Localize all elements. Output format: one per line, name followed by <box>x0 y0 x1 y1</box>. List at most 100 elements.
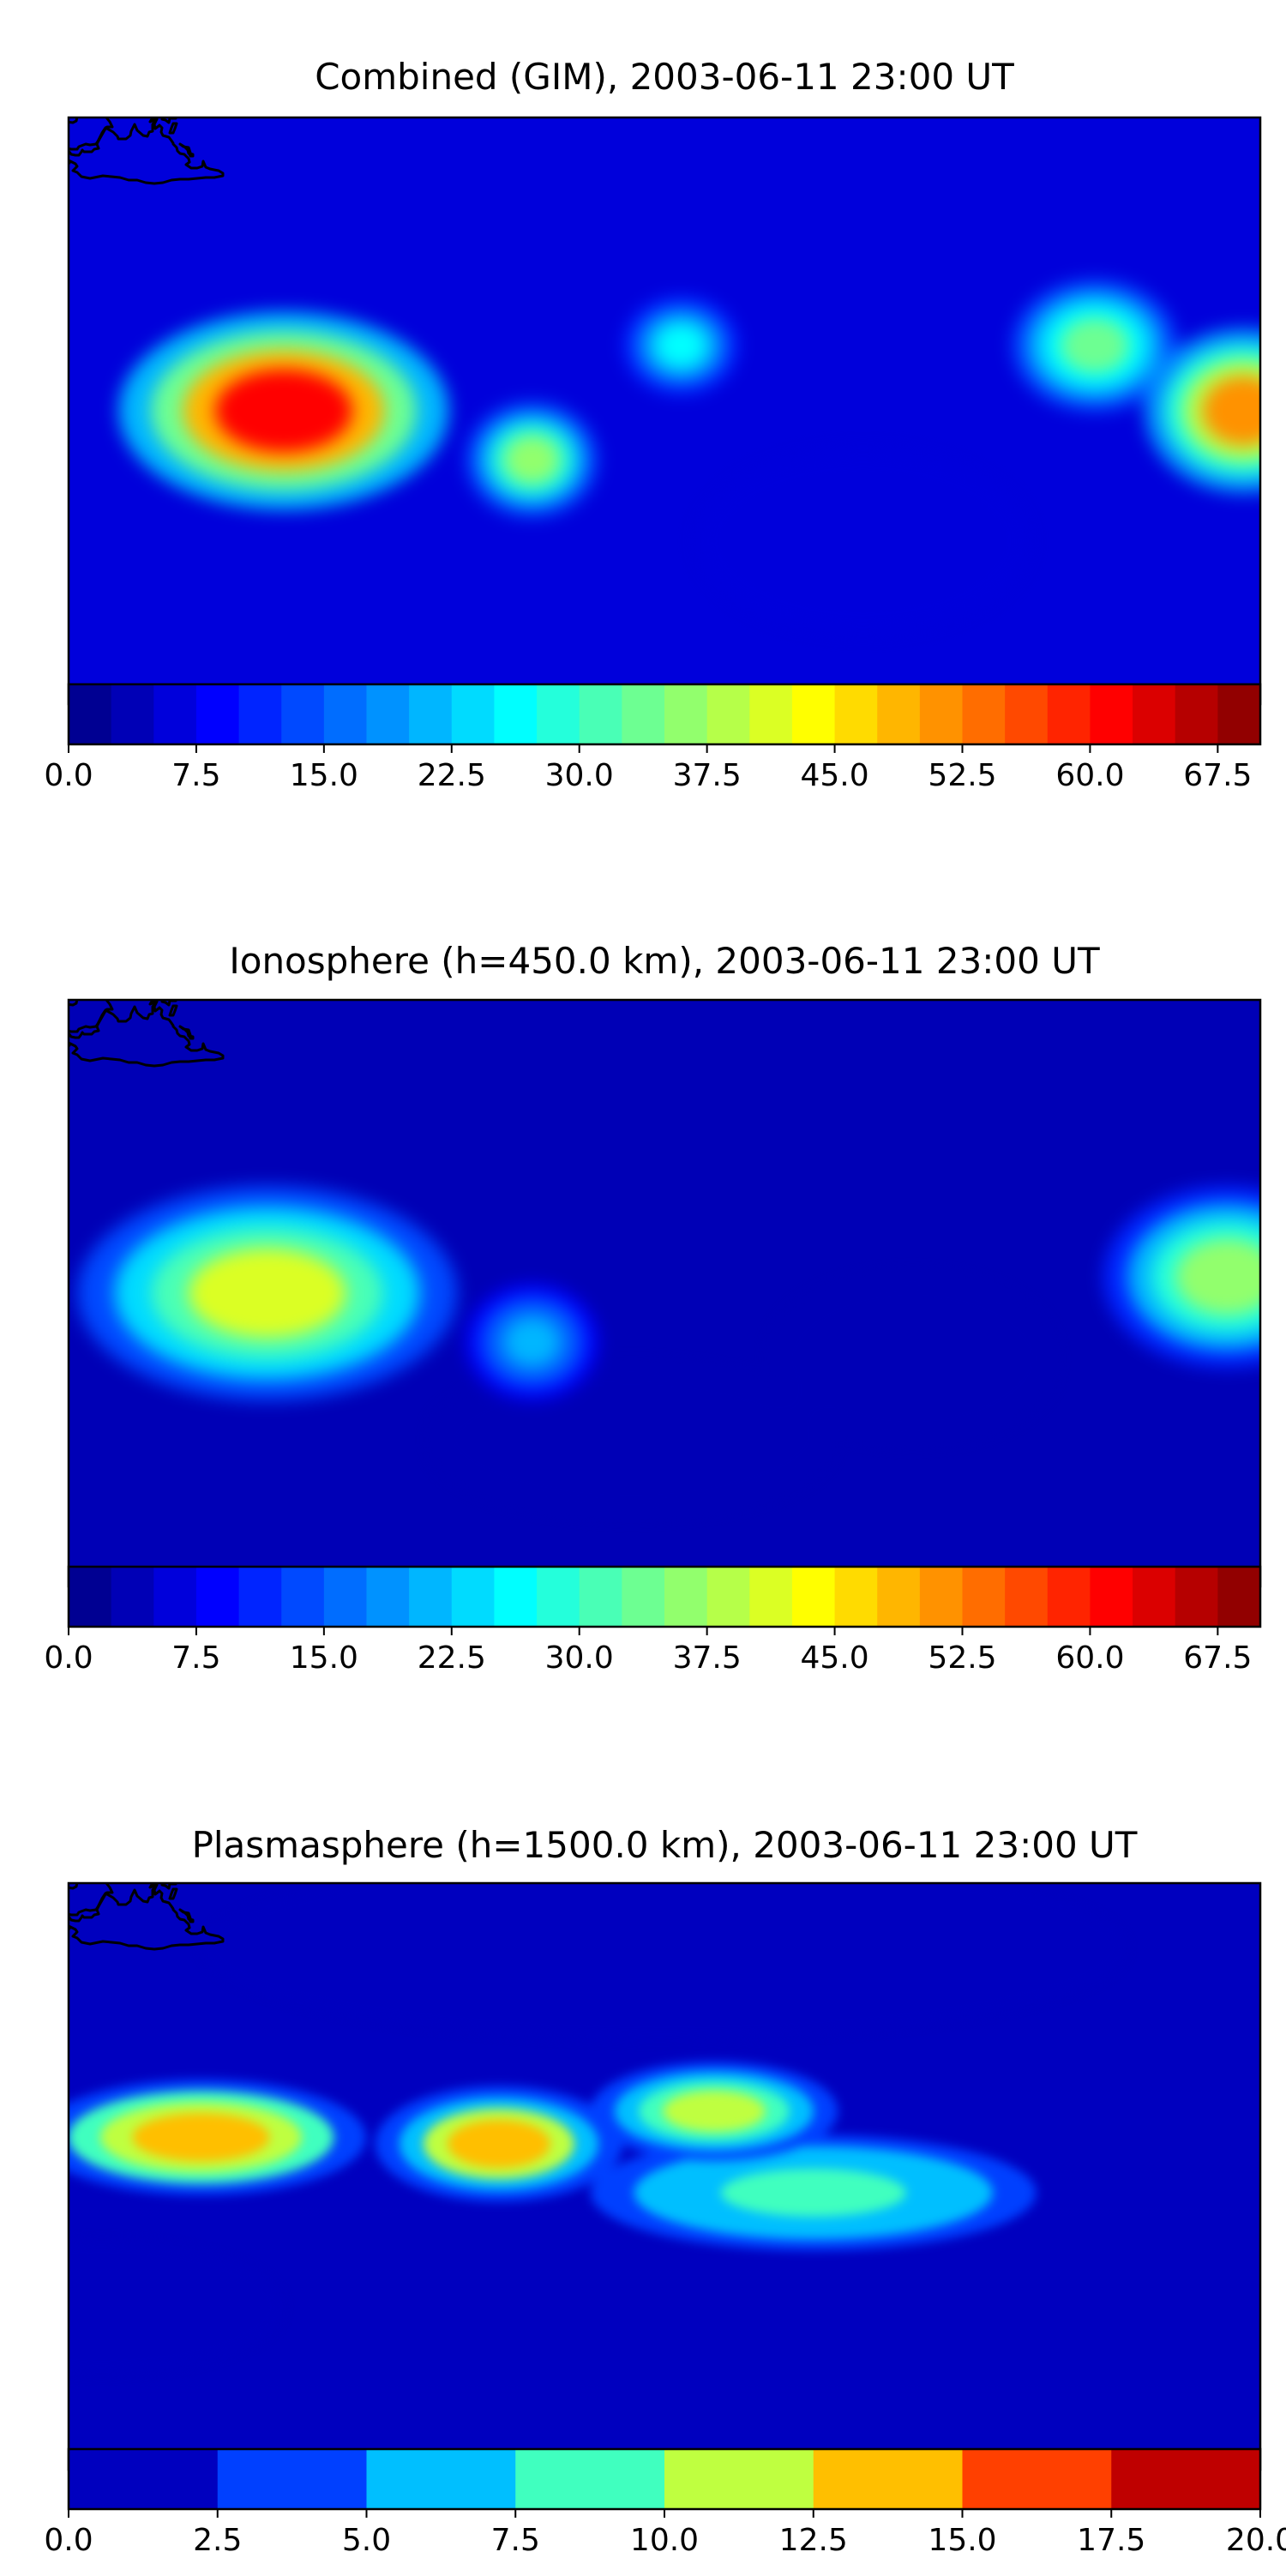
map-title: Plasmasphere (h=1500.0 km), 2003-06-11 2… <box>192 1824 1138 1866</box>
colorbar-swatch <box>919 684 964 744</box>
colorbar-swatch <box>69 2449 219 2509</box>
colorbar-tick-label: 37.5 <box>673 1640 742 1676</box>
colorbar-tick-label: 7.5 <box>491 2523 540 2558</box>
colorbar-swatch <box>1133 1567 1176 1627</box>
colorbar: 0.0 7.5 15.0 22.5 30.0 37.5 45.0 52.5 60.0 67.5 <box>44 1565 1262 1676</box>
colorbar-swatch <box>791 684 836 744</box>
colorbar-tick-label: 52.5 <box>928 1640 996 1676</box>
colorbar-swatch <box>238 1567 282 1627</box>
colorbar-swatch <box>1175 1567 1218 1627</box>
colorbar-swatch <box>1090 1567 1133 1627</box>
colorbar-swatch <box>494 684 538 744</box>
heat-blob <box>504 1318 560 1366</box>
colorbar-tick-label: 60.0 <box>1055 758 1124 793</box>
colorbar-swatch <box>1217 684 1261 744</box>
colorbar-tick-label: 22.5 <box>418 1640 486 1676</box>
colorbar-swatch <box>919 1567 964 1627</box>
colorbar-swatch <box>281 684 325 744</box>
colorbar-swatch <box>238 684 282 744</box>
colorbar-swatch <box>409 684 453 744</box>
colorbar-frame <box>67 683 1262 746</box>
colorbar-swatch <box>111 684 154 744</box>
heat-blob <box>69 2279 177 2334</box>
colorbar-swatch <box>494 1567 538 1627</box>
colorbar-tick-label: 0.0 <box>44 1640 93 1676</box>
heat-blob <box>662 2091 766 2132</box>
heat-blob <box>447 2120 550 2168</box>
heat-blob <box>504 436 560 484</box>
heat-blob <box>472 1911 856 1986</box>
colorbar-swatch <box>664 2449 814 2509</box>
colorbar-tick-label: 15.0 <box>290 1640 358 1676</box>
heat-blobs <box>118 280 1260 632</box>
colorbar-tick-label: 12.5 <box>779 2523 848 2558</box>
heat-blob <box>854 1324 971 1393</box>
colorbar-swatch <box>537 1567 580 1627</box>
colorbar-tick-label: 10.0 <box>630 2523 699 2558</box>
colorbar-swatch <box>195 1567 240 1627</box>
colorbar: 0.0 2.5 5.0 7.5 10.0 12.5 15.0 17.5 20.0 <box>44 2447 1286 2558</box>
colorbar-swatch <box>1217 1567 1261 1627</box>
colorbar-swatch <box>749 1567 793 1627</box>
colorbar-swatch <box>217 2449 368 2509</box>
colorbar-swatch <box>153 684 197 744</box>
panel-ionosphere: Ionosphere (h=450.0 km), 2003-06-11 23:0… <box>44 940 1262 1676</box>
heat-blobs <box>77 1185 1260 1514</box>
heat-blob <box>1202 376 1260 445</box>
colorbar-swatch <box>451 684 496 744</box>
colorbar-tick-label: 45.0 <box>800 1640 868 1676</box>
colorbar-tick-label: 5.0 <box>342 2523 391 2558</box>
colorbar-swatch <box>281 1567 325 1627</box>
colorbar-swatch <box>962 684 1006 744</box>
colorbar-swatch <box>664 1567 708 1627</box>
colorbar-swatch <box>791 1567 836 1627</box>
heat-blob <box>188 1249 346 1338</box>
map-field <box>69 117 1260 704</box>
colorbar-swatch <box>409 1567 453 1627</box>
colorbar-swatch <box>877 1567 921 1627</box>
colorbar-swatch <box>706 1567 750 1627</box>
colorbar-swatch <box>153 1567 197 1627</box>
colorbar-tick-label: 0.0 <box>44 758 93 793</box>
colorbar-swatch <box>962 1567 1006 1627</box>
colorbar-swatch <box>451 1567 496 1627</box>
colorbar-swatch <box>323 1567 368 1627</box>
colorbar-swatch <box>834 1567 878 1627</box>
colorbar-swatch <box>1090 684 1133 744</box>
colorbar-swatch <box>323 684 368 744</box>
colorbar-swatch <box>877 684 921 744</box>
colorbar-tick-label: 67.5 <box>1183 1640 1252 1676</box>
colorbar-swatch <box>706 684 750 744</box>
colorbar-tick-label: 0.0 <box>44 2523 93 2558</box>
colorbar-tick-label: 52.5 <box>928 758 996 793</box>
map-title: Ionosphere (h=450.0 km), 2003-06-11 23:0… <box>229 940 1100 982</box>
colorbar-tick-label: 7.5 <box>171 1640 220 1676</box>
heat-blob <box>214 370 352 452</box>
colorbar-swatch <box>1005 684 1049 744</box>
colorbar-swatch <box>515 2449 665 2509</box>
panel-combined: Combined (GIM), 2003-06-11 23:00 UT 0.0 7… <box>44 56 1262 793</box>
colorbar-swatch <box>579 684 622 744</box>
colorbar-swatch <box>749 684 793 744</box>
colorbar-swatch <box>111 1567 154 1627</box>
colorbar-swatch <box>834 684 878 744</box>
colorbar-swatch <box>664 684 708 744</box>
colorbar-swatch <box>1047 1567 1091 1627</box>
colorbar-swatch <box>1175 684 1218 744</box>
colorbar-tick-label: 17.5 <box>1077 2523 1145 2558</box>
colorbar-tick-label: 30.0 <box>545 1640 614 1676</box>
colorbar-tick-label: 30.0 <box>545 758 614 793</box>
colorbar-swatch <box>195 684 240 744</box>
map-title: Combined (GIM), 2003-06-11 23:00 UT <box>315 56 1014 98</box>
colorbar-tick-label: 67.5 <box>1183 758 1252 793</box>
map-field <box>69 1000 1260 1586</box>
heat-blob <box>132 2113 270 2162</box>
colorbar-swatch <box>1133 684 1176 744</box>
colorbar-swatch <box>1047 684 1091 744</box>
colorbar-tick-label: 60.0 <box>1055 1640 1124 1676</box>
colorbar-swatch <box>579 1567 622 1627</box>
colorbar: 0.0 7.5 15.0 22.5 30.0 37.5 45.0 52.5 60.0 67.5 <box>44 683 1262 793</box>
colorbar-tick-label: 7.5 <box>171 758 220 793</box>
heat-blobs <box>69 1883 1127 2373</box>
